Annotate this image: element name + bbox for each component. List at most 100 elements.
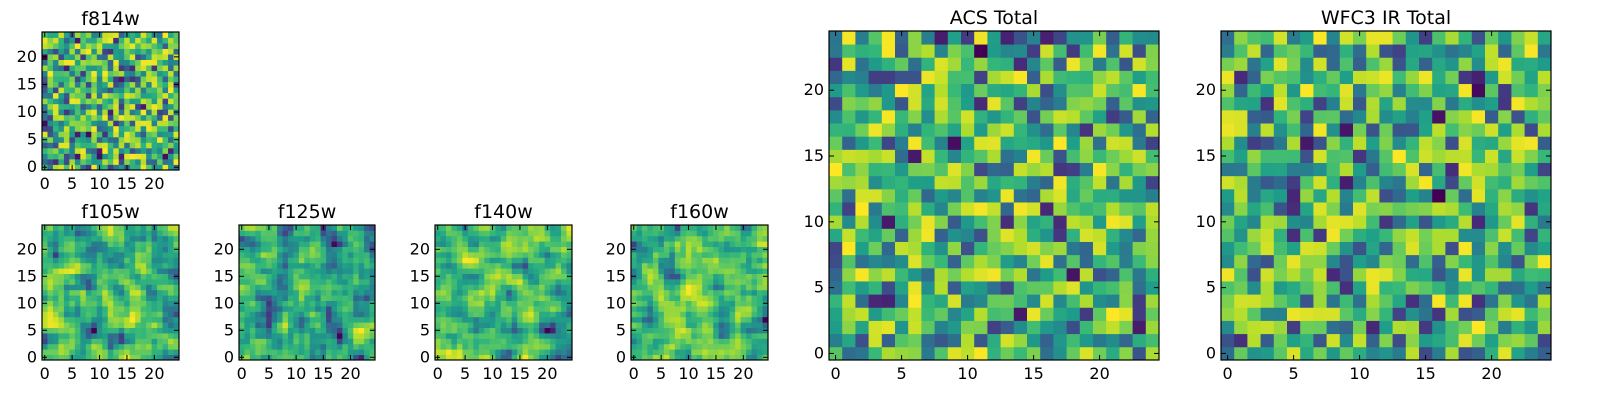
heatmap-cell — [1079, 96, 1094, 111]
heatmap-cell — [506, 295, 513, 301]
heatmap-cell — [702, 343, 709, 350]
heatmap-cell — [146, 43, 152, 49]
heatmap-cell — [696, 311, 703, 318]
heatmap-cell — [707, 343, 714, 350]
heatmap-cell — [478, 284, 485, 291]
heatmap-cell — [309, 257, 316, 264]
heatmap-cell — [1419, 281, 1433, 295]
heatmap-cell — [113, 98, 120, 105]
heatmap-cell — [347, 306, 354, 312]
heatmap-cell — [685, 316, 692, 323]
heatmap-cell — [500, 225, 507, 231]
heatmap-cell — [63, 262, 70, 269]
heatmap-cell — [369, 235, 376, 242]
heatmap-cell — [266, 257, 273, 264]
heatmap-cell — [151, 284, 158, 291]
heatmap-cell — [1445, 83, 1459, 98]
heatmap-cell — [751, 316, 758, 323]
heatmap-cell — [440, 343, 447, 350]
heatmap-cell — [271, 316, 278, 323]
heatmap-cell — [102, 262, 109, 269]
heatmap-cell — [440, 230, 447, 237]
heatmap-cell — [358, 306, 365, 312]
heatmap-cell — [691, 322, 698, 328]
heatmap-cell — [42, 338, 48, 345]
heatmap-cell — [69, 37, 76, 44]
heatmap-cell — [151, 120, 158, 127]
heatmap-cell — [1287, 83, 1301, 98]
heatmap-cell — [364, 349, 370, 355]
heatmap-cell — [829, 123, 843, 137]
heatmap-cell — [107, 120, 114, 127]
heatmap-cell — [140, 48, 147, 55]
heatmap-cell — [293, 343, 300, 350]
heatmap-cell — [102, 142, 109, 149]
heatmap-cell — [113, 92, 120, 99]
heatmap-cell — [364, 333, 370, 339]
heatmap-cell — [96, 289, 103, 296]
heatmap-cell — [277, 349, 283, 355]
heatmap-cell — [729, 311, 736, 318]
heatmap-cell — [162, 262, 169, 269]
heatmap-cell — [921, 281, 935, 295]
heatmap-cell — [631, 252, 637, 258]
heatmap-cell — [1079, 83, 1094, 98]
heatmap-cell — [1366, 202, 1380, 216]
heatmap-cell — [157, 76, 163, 83]
heatmap-cell — [680, 289, 687, 296]
heatmap-cell — [1119, 267, 1133, 282]
heatmap-cell — [162, 70, 169, 77]
heatmap-cell — [63, 81, 70, 88]
heatmap-cell — [168, 48, 174, 55]
heatmap-cell — [522, 354, 529, 361]
heatmap-cell — [1000, 320, 1015, 335]
heatmap-cell — [555, 311, 562, 318]
heatmap-cell — [1013, 281, 1028, 295]
heatmap-cell — [1145, 109, 1160, 124]
heatmap-cell — [478, 257, 485, 264]
heatmap-cell — [702, 279, 709, 285]
heatmap-cell — [336, 273, 343, 280]
heatmap-cell — [1027, 254, 1041, 269]
heatmap-cell — [641, 230, 648, 237]
heatmap-cell — [729, 284, 736, 291]
heatmap-cell — [1339, 202, 1354, 216]
heatmap-cell — [52, 268, 59, 274]
heatmap-cell — [647, 316, 654, 323]
heatmap-cell — [85, 354, 92, 361]
heatmap-cell — [353, 230, 360, 237]
heatmap-cell — [135, 252, 142, 258]
heatmap-cell — [342, 322, 349, 328]
heatmap-cell — [118, 65, 125, 72]
heatmap-cell — [762, 252, 769, 258]
heatmap-cell — [336, 284, 343, 291]
heatmap-cell — [369, 349, 376, 355]
heatmap-cell — [1498, 320, 1512, 335]
heatmap-cell — [478, 338, 485, 345]
heatmap-cell — [550, 279, 556, 285]
heatmap-cell — [304, 230, 311, 237]
heatmap-cell — [462, 268, 469, 274]
heatmap-cell — [173, 343, 180, 350]
heatmap-cell — [42, 153, 48, 160]
heatmap-cell — [1300, 281, 1314, 295]
heatmap-cell — [685, 257, 692, 264]
heatmap-cell — [1485, 254, 1499, 269]
x-tick-label: 15 — [313, 364, 333, 383]
heatmap-cell — [522, 343, 529, 350]
heatmap-cell — [1000, 215, 1015, 229]
heatmap-cell — [1053, 320, 1067, 335]
heatmap-cell — [934, 123, 949, 137]
heatmap-cell — [320, 295, 327, 301]
heatmap-cell — [1027, 175, 1041, 190]
heatmap-cell — [124, 70, 131, 77]
heatmap-cell — [1287, 241, 1301, 256]
heatmap-cell — [140, 338, 147, 345]
heatmap-cell — [718, 268, 725, 274]
heatmap-cell — [52, 158, 59, 165]
heatmap-cell — [1273, 44, 1288, 58]
heatmap-cell — [506, 316, 513, 323]
heatmap-cell — [506, 327, 513, 334]
heatmap-cell — [467, 284, 474, 291]
heatmap-cell — [1379, 228, 1393, 242]
